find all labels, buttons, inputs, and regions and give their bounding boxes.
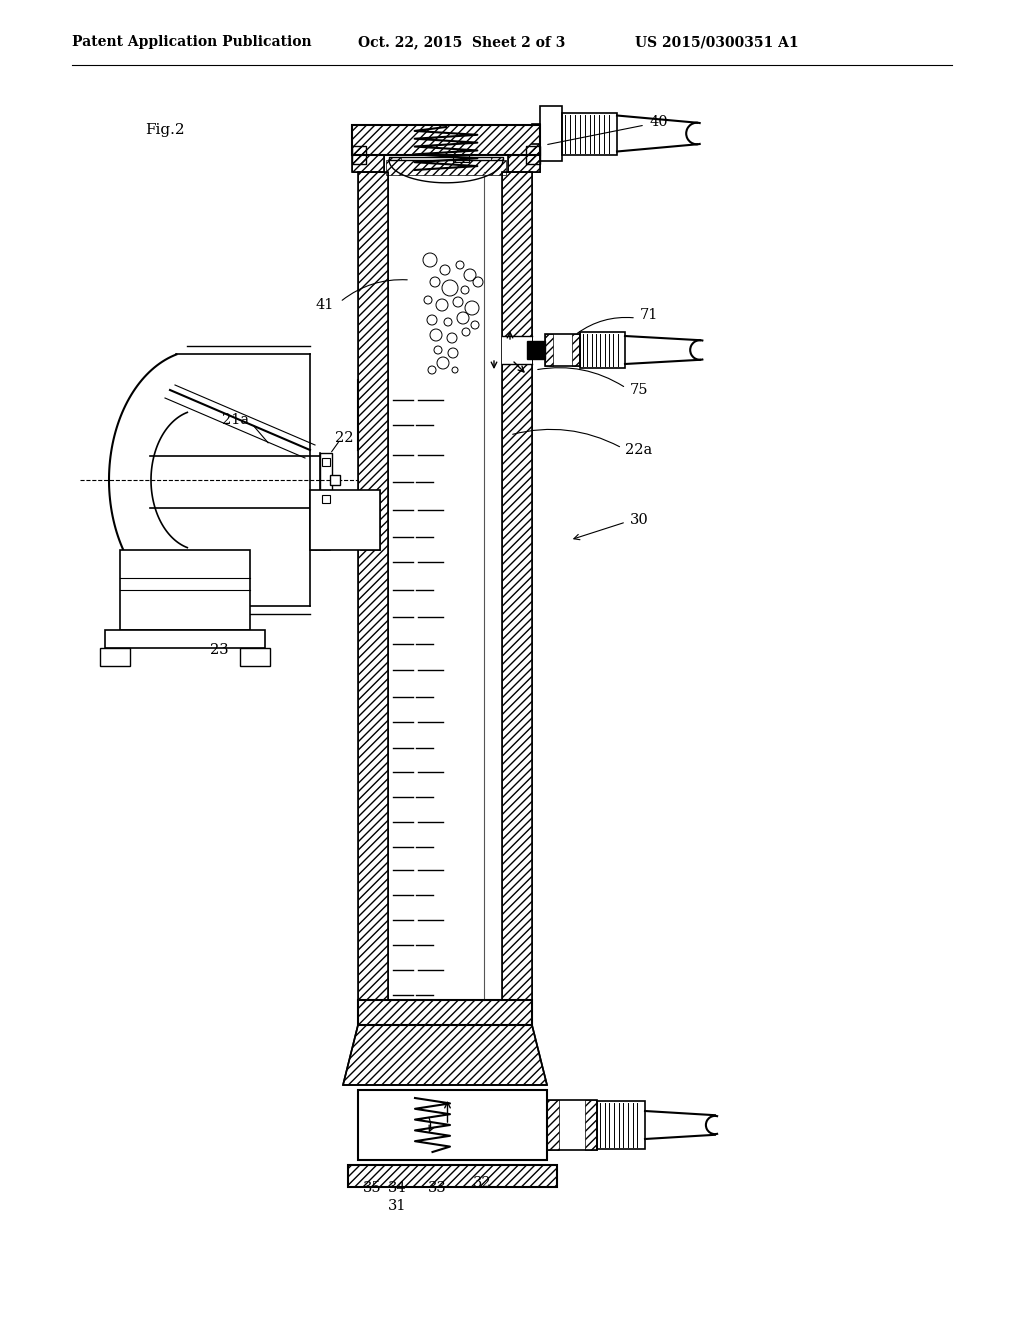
Bar [322, 458, 330, 466]
Bar [319, 453, 332, 507]
Bar [358, 172, 388, 1001]
Bar [389, 157, 503, 160]
Text: 32: 32 [473, 1176, 492, 1191]
Text: 30: 30 [630, 513, 649, 527]
Bar [386, 160, 506, 176]
Bar [322, 495, 330, 503]
Bar [352, 147, 366, 164]
Text: Fig.2: Fig.2 [145, 123, 184, 137]
Bar [526, 147, 540, 164]
Bar [540, 106, 562, 161]
Bar [352, 154, 384, 172]
Bar [330, 475, 340, 484]
Text: 75: 75 [630, 383, 648, 397]
Bar [100, 648, 130, 667]
Bar [352, 125, 540, 154]
Bar [358, 1090, 547, 1160]
Bar [502, 172, 532, 1001]
Bar [358, 172, 388, 1001]
Bar [105, 630, 265, 648]
Bar [453, 154, 469, 162]
Bar [358, 1001, 532, 1026]
Bar [502, 172, 532, 1001]
Text: 23: 23 [210, 643, 228, 657]
Bar [508, 154, 540, 172]
Bar [360, 490, 380, 550]
Bar [348, 1166, 557, 1187]
Text: 41: 41 [315, 298, 334, 312]
Bar [562, 112, 617, 154]
Text: 21a: 21a [222, 413, 249, 426]
Text: 34: 34 [388, 1181, 407, 1195]
Text: US 2015/0300351 A1: US 2015/0300351 A1 [635, 36, 799, 49]
Bar [352, 147, 366, 164]
Bar [545, 334, 580, 366]
Text: Oct. 22, 2015  Sheet 2 of 3: Oct. 22, 2015 Sheet 2 of 3 [358, 36, 565, 49]
Bar [597, 1101, 645, 1148]
Text: 33: 33 [428, 1181, 446, 1195]
Bar [545, 334, 553, 366]
Bar [508, 154, 540, 172]
Bar [572, 334, 580, 366]
Bar [310, 490, 380, 550]
Text: 22a: 22a [625, 444, 652, 457]
Text: 35: 35 [362, 1181, 382, 1195]
Bar [348, 1166, 557, 1187]
Bar [547, 1100, 597, 1150]
Text: 31: 31 [388, 1199, 407, 1213]
Bar [547, 1100, 559, 1150]
Bar [310, 490, 330, 550]
Bar [352, 125, 540, 154]
Bar [358, 1001, 532, 1026]
Text: 71: 71 [640, 308, 658, 322]
Text: 22: 22 [335, 432, 353, 445]
Bar [240, 648, 270, 667]
Bar [585, 1100, 597, 1150]
Bar [526, 147, 540, 164]
Text: 40: 40 [650, 115, 669, 129]
Bar [490, 157, 503, 160]
Bar [389, 157, 401, 160]
Bar [502, 337, 532, 364]
Bar [527, 341, 545, 359]
Bar [580, 333, 625, 368]
Bar [352, 154, 384, 172]
Text: Patent Application Publication: Patent Application Publication [72, 36, 311, 49]
Bar [120, 550, 250, 630]
